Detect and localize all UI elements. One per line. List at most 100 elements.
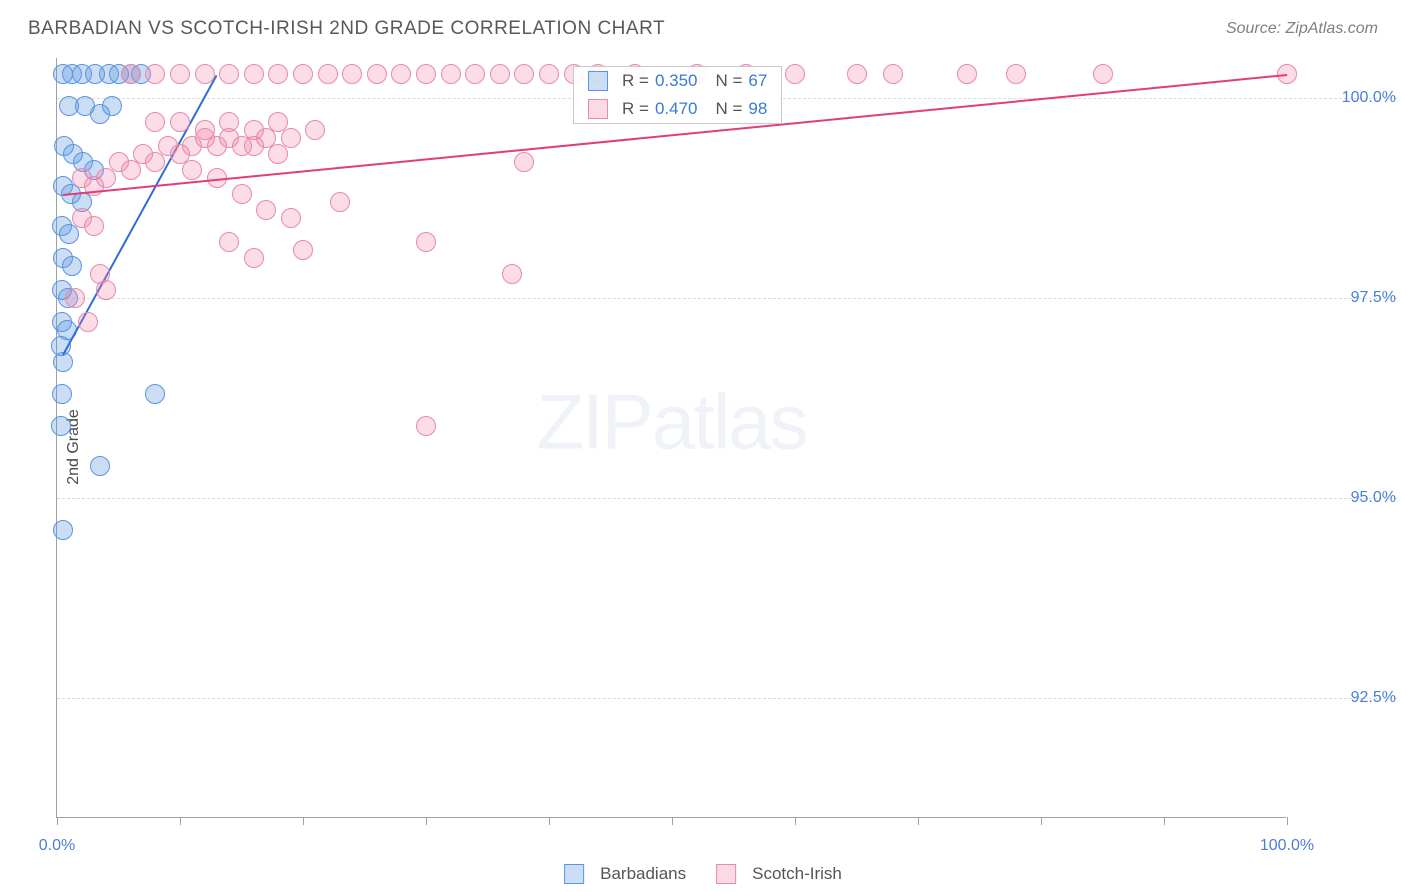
scatter-point-1 [268,112,288,132]
chart-container: 2nd Grade ZIPatlas 92.5%95.0%97.5%100.0%… [56,58,1286,818]
scatter-point-1 [465,64,485,84]
legend-swatch [564,864,584,884]
n-value: 98 [748,99,767,119]
plot-area: ZIPatlas 92.5%95.0%97.5%100.0%0.0%100.0%… [56,58,1286,818]
scatter-point-1 [416,232,436,252]
x-tick [1041,817,1042,825]
watermark-main: ZIP [536,378,651,466]
scatter-point-1 [170,64,190,84]
bottom-legend-item: Barbadians [564,864,686,884]
scatter-point-1 [502,264,522,284]
scatter-point-1 [219,232,239,252]
x-tick [672,817,673,825]
x-tick-label: 100.0% [1260,837,1314,855]
scatter-point-1 [96,280,116,300]
y-tick-label: 92.5% [1351,689,1396,707]
stats-legend-row: R = 0.350 N = 67 [574,67,781,95]
scatter-point-1 [268,64,288,84]
scatter-point-1 [145,112,165,132]
scatter-point-1 [219,64,239,84]
scatter-point-1 [957,64,977,84]
scatter-point-0 [102,96,122,116]
scatter-point-0 [51,416,71,436]
scatter-point-1 [441,64,461,84]
x-tick [180,817,181,825]
scatter-point-1 [330,192,350,212]
scatter-point-1 [293,64,313,84]
stats-legend: R = 0.350 N = 67R = 0.470 N = 98 [573,66,782,124]
chart-title: BARBADIAN VS SCOTCH-IRISH 2ND GRADE CORR… [28,18,665,40]
x-tick [918,817,919,825]
scatter-point-0 [90,456,110,476]
scatter-point-1 [281,128,301,148]
scatter-point-1 [342,64,362,84]
watermark: ZIPatlas [536,377,806,468]
bottom-legend-label: Scotch-Irish [752,864,842,884]
legend-swatch [588,71,608,91]
scatter-point-1 [65,288,85,308]
bottom-legend-label: Barbadians [600,864,686,884]
n-label: N = [715,71,742,91]
x-tick [549,817,550,825]
r-label: R = [622,71,649,91]
x-tick [426,817,427,825]
scatter-point-1 [785,64,805,84]
source-label: Source: ZipAtlas.com [1226,20,1378,38]
x-tick-label: 0.0% [39,837,75,855]
x-tick [303,817,304,825]
r-value: 0.350 [655,71,698,91]
scatter-point-0 [145,384,165,404]
x-tick [795,817,796,825]
scatter-point-1 [182,160,202,180]
y-tick-label: 97.5% [1351,289,1396,307]
x-tick [1287,817,1288,825]
scatter-point-1 [318,64,338,84]
scatter-point-1 [256,200,276,220]
legend-swatch [716,864,736,884]
scatter-point-1 [78,312,98,332]
stats-legend-row: R = 0.470N = 98 [574,95,781,123]
scatter-point-1 [232,184,252,204]
watermark-sub: atlas [652,378,807,466]
y-tick-label: 95.0% [1351,489,1396,507]
scatter-point-1 [244,248,264,268]
scatter-point-0 [52,384,72,404]
gridline-h [57,298,1397,299]
scatter-point-1 [195,64,215,84]
bottom-legend: Barbadians Scotch-Irish [564,864,842,884]
scatter-point-0 [53,520,73,540]
scatter-point-1 [219,112,239,132]
scatter-point-1 [1006,64,1026,84]
gridline-h [57,698,1397,699]
scatter-point-1 [121,64,141,84]
r-value: 0.470 [655,99,698,119]
scatter-point-1 [539,64,559,84]
bottom-legend-item: Scotch-Irish [716,864,842,884]
scatter-point-1 [293,240,313,260]
scatter-point-1 [84,216,104,236]
scatter-point-1 [490,64,510,84]
gridline-h [57,498,1397,499]
scatter-point-1 [416,416,436,436]
scatter-point-1 [367,64,387,84]
x-tick [1164,817,1165,825]
scatter-point-1 [305,120,325,140]
scatter-point-1 [244,120,264,140]
scatter-point-1 [195,120,215,140]
scatter-point-1 [514,152,534,172]
scatter-point-1 [391,64,411,84]
scatter-point-1 [1093,64,1113,84]
scatter-point-1 [416,64,436,84]
scatter-point-1 [883,64,903,84]
legend-swatch [588,99,608,119]
y-tick-label: 100.0% [1342,89,1396,107]
scatter-point-0 [62,256,82,276]
n-label: N = [715,99,742,119]
n-value: 67 [748,71,767,91]
scatter-point-1 [170,112,190,132]
scatter-point-1 [145,64,165,84]
x-tick [57,817,58,825]
scatter-point-1 [244,64,264,84]
header: BARBADIAN VS SCOTCH-IRISH 2ND GRADE CORR… [0,0,1406,52]
scatter-point-1 [514,64,534,84]
